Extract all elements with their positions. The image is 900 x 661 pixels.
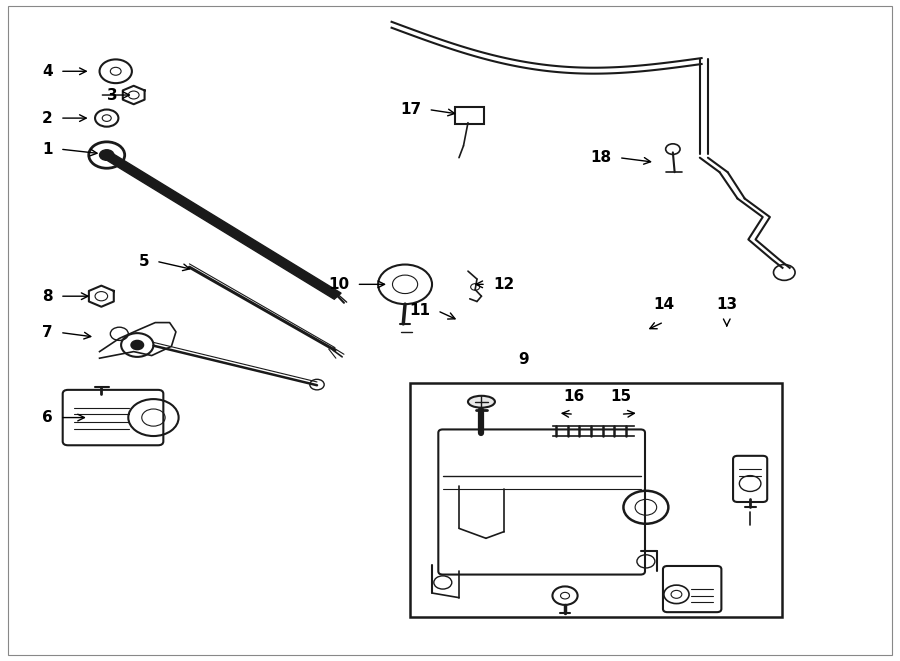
- Text: 16: 16: [563, 389, 585, 405]
- Circle shape: [131, 340, 144, 350]
- Text: 10: 10: [328, 277, 349, 292]
- Bar: [410, 383, 782, 617]
- Text: 7: 7: [42, 325, 53, 340]
- Text: 4: 4: [42, 63, 53, 79]
- Text: 15: 15: [610, 389, 631, 405]
- Text: 17: 17: [400, 102, 421, 117]
- Text: 11: 11: [410, 303, 430, 318]
- Text: 13: 13: [716, 297, 737, 312]
- Circle shape: [100, 150, 114, 161]
- Text: 2: 2: [42, 110, 53, 126]
- Polygon shape: [104, 152, 341, 299]
- Ellipse shape: [468, 396, 495, 408]
- Text: 8: 8: [42, 289, 53, 303]
- Text: 14: 14: [653, 297, 674, 312]
- Text: 3: 3: [107, 87, 117, 102]
- Text: 18: 18: [590, 150, 612, 165]
- Text: 9: 9: [518, 352, 529, 367]
- Text: 12: 12: [493, 277, 515, 292]
- Text: 5: 5: [139, 254, 149, 269]
- Circle shape: [111, 67, 122, 75]
- Text: 1: 1: [42, 141, 53, 157]
- Text: 6: 6: [42, 410, 53, 425]
